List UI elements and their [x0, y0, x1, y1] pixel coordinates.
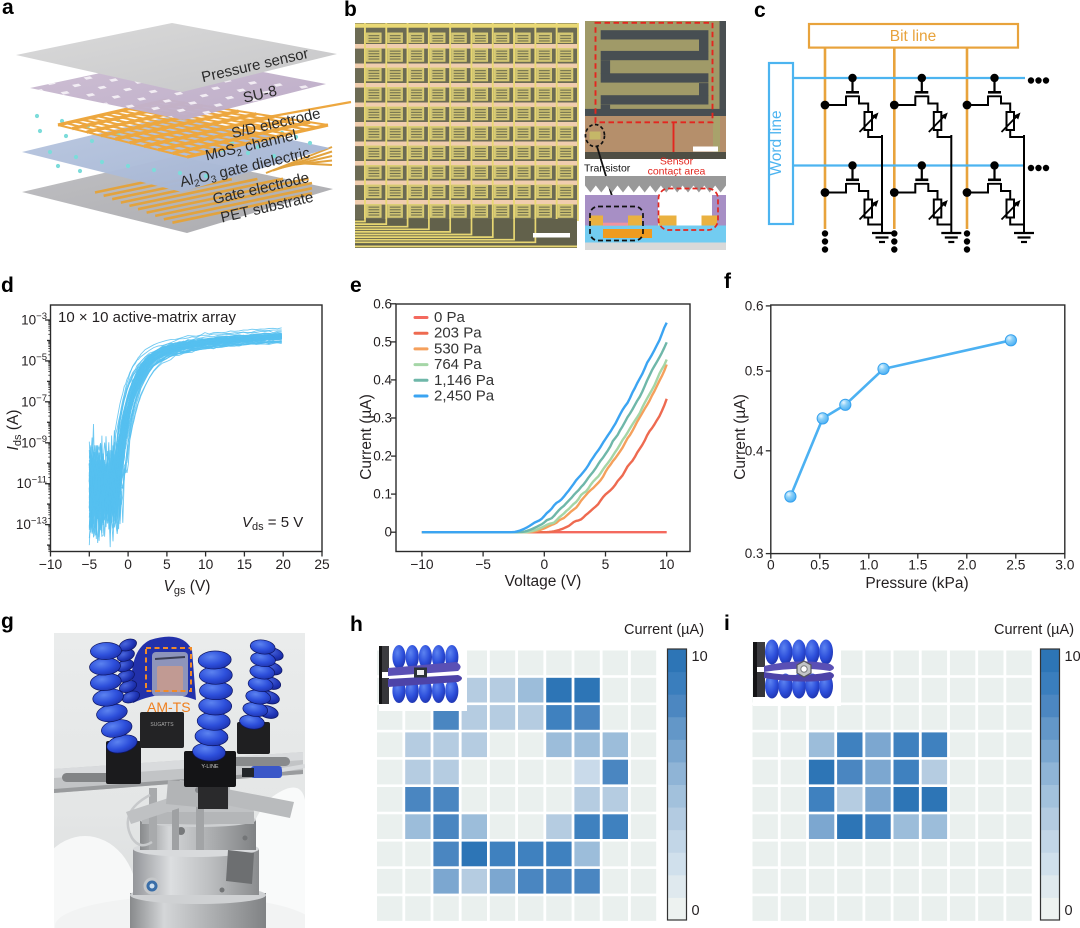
svg-text:10−13: 10−13 [16, 516, 47, 533]
svg-text:764 Pa: 764 Pa [434, 356, 482, 373]
svg-text:Current (µA): Current (µA) [358, 394, 375, 480]
svg-text:1,146 Pa: 1,146 Pa [434, 372, 495, 389]
svg-text:0.6: 0.6 [745, 298, 764, 313]
svg-text:10: 10 [198, 557, 214, 572]
svg-text:0.3: 0.3 [745, 546, 764, 561]
svg-text:Transistor: Transistor [584, 163, 631, 175]
svg-text:−5: −5 [475, 557, 491, 572]
svg-text:e: e [350, 274, 362, 297]
svg-text:f: f [724, 270, 732, 293]
svg-text:SUGATTS: SUGATTS [150, 722, 174, 728]
svg-text:203 Pa: 203 Pa [434, 325, 482, 342]
svg-text:5: 5 [163, 557, 171, 572]
svg-text:10−3: 10−3 [21, 311, 47, 328]
svg-text:contact area: contact area [648, 166, 706, 178]
svg-text:Bit line: Bit line [890, 28, 937, 45]
svg-text:Pressure (kPa): Pressure (kPa) [865, 575, 968, 592]
svg-text:0: 0 [124, 557, 132, 572]
svg-text:−10: −10 [410, 557, 434, 572]
svg-text:g: g [1, 610, 14, 633]
svg-text:Sensor: Sensor [660, 156, 694, 168]
svg-text:5: 5 [602, 557, 610, 572]
svg-text:Y-LINE: Y-LINE [201, 764, 219, 770]
svg-text:10−5: 10−5 [21, 352, 47, 369]
svg-text:15: 15 [237, 557, 253, 572]
svg-text:−10: −10 [39, 557, 63, 572]
svg-text:0.5: 0.5 [373, 334, 392, 349]
svg-text:2,450 Pa: 2,450 Pa [434, 388, 495, 405]
svg-text:c: c [754, 0, 766, 22]
svg-text:0.2: 0.2 [373, 449, 392, 464]
svg-text:d: d [1, 274, 14, 297]
svg-text:10: 10 [692, 649, 708, 665]
svg-text:Vds = 5 V: Vds = 5 V [242, 514, 303, 533]
svg-text:3.0: 3.0 [1055, 558, 1075, 573]
svg-text:0: 0 [767, 558, 775, 573]
svg-text:0: 0 [540, 557, 548, 572]
svg-text:a: a [2, 0, 14, 19]
svg-text:0: 0 [1065, 903, 1073, 919]
svg-text:0.5: 0.5 [810, 558, 830, 573]
svg-text:Voltage (V): Voltage (V) [505, 573, 582, 590]
svg-text:0 Pa: 0 Pa [434, 309, 466, 326]
svg-text:10−7: 10−7 [21, 393, 47, 410]
svg-text:0: 0 [692, 903, 700, 919]
svg-text:Ids (A): Ids (A) [5, 410, 24, 451]
svg-text:530 Pa: 530 Pa [434, 340, 482, 357]
svg-text:0: 0 [384, 525, 392, 540]
svg-text:0.6: 0.6 [373, 296, 392, 311]
svg-text:Current (µA): Current (µA) [624, 622, 704, 638]
svg-text:10: 10 [1065, 649, 1080, 665]
svg-text:h: h [350, 613, 363, 636]
svg-text:1.0: 1.0 [859, 558, 879, 573]
svg-text:0.4: 0.4 [373, 372, 392, 387]
svg-text:i: i [724, 612, 730, 635]
svg-text:0.1: 0.1 [373, 487, 392, 502]
svg-text:0.4: 0.4 [745, 443, 764, 458]
svg-text:10−9: 10−9 [21, 434, 47, 451]
svg-text:2.5: 2.5 [1006, 558, 1026, 573]
svg-text:20: 20 [276, 557, 292, 572]
svg-text:AM-TS: AM-TS [147, 699, 191, 715]
svg-text:10 × 10 active-matrix array: 10 × 10 active-matrix array [58, 309, 236, 326]
svg-text:Current (µA): Current (µA) [994, 622, 1074, 638]
svg-text:25: 25 [314, 557, 330, 572]
svg-text:Vgs (V): Vgs (V) [164, 578, 211, 597]
svg-text:b: b [344, 0, 357, 21]
svg-text:10: 10 [659, 557, 675, 572]
svg-text:2.0: 2.0 [957, 558, 977, 573]
svg-text:−5: −5 [81, 557, 97, 572]
svg-text:0.5: 0.5 [745, 364, 764, 379]
svg-text:1.5: 1.5 [908, 558, 928, 573]
svg-text:10−11: 10−11 [17, 475, 47, 492]
svg-text:Word line: Word line [768, 110, 785, 175]
svg-text:0.3: 0.3 [373, 410, 392, 425]
svg-text:Current (µA): Current (µA) [732, 394, 749, 480]
